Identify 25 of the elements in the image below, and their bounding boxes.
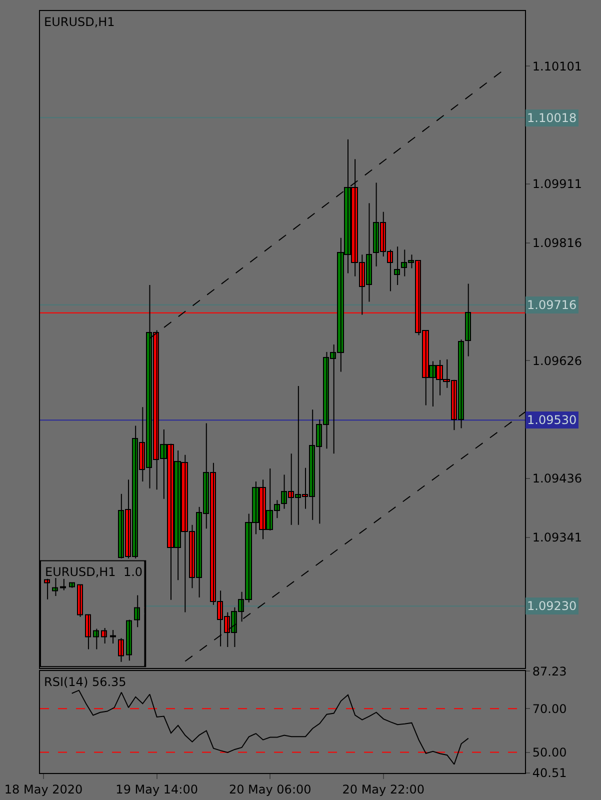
- y-tick-label: 1.09341: [532, 530, 582, 544]
- y-tick-label: 1.09436: [532, 472, 582, 486]
- y-tick-label: 40.51: [532, 766, 567, 780]
- y-tick-label: 1.10101: [532, 59, 582, 74]
- ref-line-label: 1.09530: [527, 413, 577, 427]
- y-tick-label: 50.00: [532, 746, 567, 760]
- x-tick-label: 20 May 22:00: [342, 782, 425, 796]
- y-tick-label: 87.23: [532, 664, 567, 678]
- chart-title: EURUSD,H1: [44, 15, 115, 29]
- x-tick-label: 18 May 2020: [4, 782, 83, 796]
- y-tick-label: 1.09816: [532, 236, 582, 250]
- y-tick-label: 70.00: [532, 702, 567, 716]
- x-tick-label: 19 May 14:00: [116, 782, 198, 796]
- candlestick: [60, 578, 66, 591]
- ref-line-label: 1.09716: [527, 298, 577, 312]
- x-tick-label: 20 May 06:00: [228, 782, 312, 796]
- chart-title: EURUSD,H1 1.0: [45, 565, 143, 579]
- candlestick: [68, 582, 75, 588]
- y-tick-label: 1.09626: [532, 354, 582, 368]
- y-tick-label: 1.09911: [532, 177, 582, 192]
- ref-line-label: 1.10018: [527, 111, 577, 125]
- candlestick: [110, 630, 116, 644]
- chart-title: RSI(14) 56.35: [44, 675, 126, 689]
- line-series: [71, 690, 469, 765]
- ref-line-label: 1.09230: [527, 599, 577, 613]
